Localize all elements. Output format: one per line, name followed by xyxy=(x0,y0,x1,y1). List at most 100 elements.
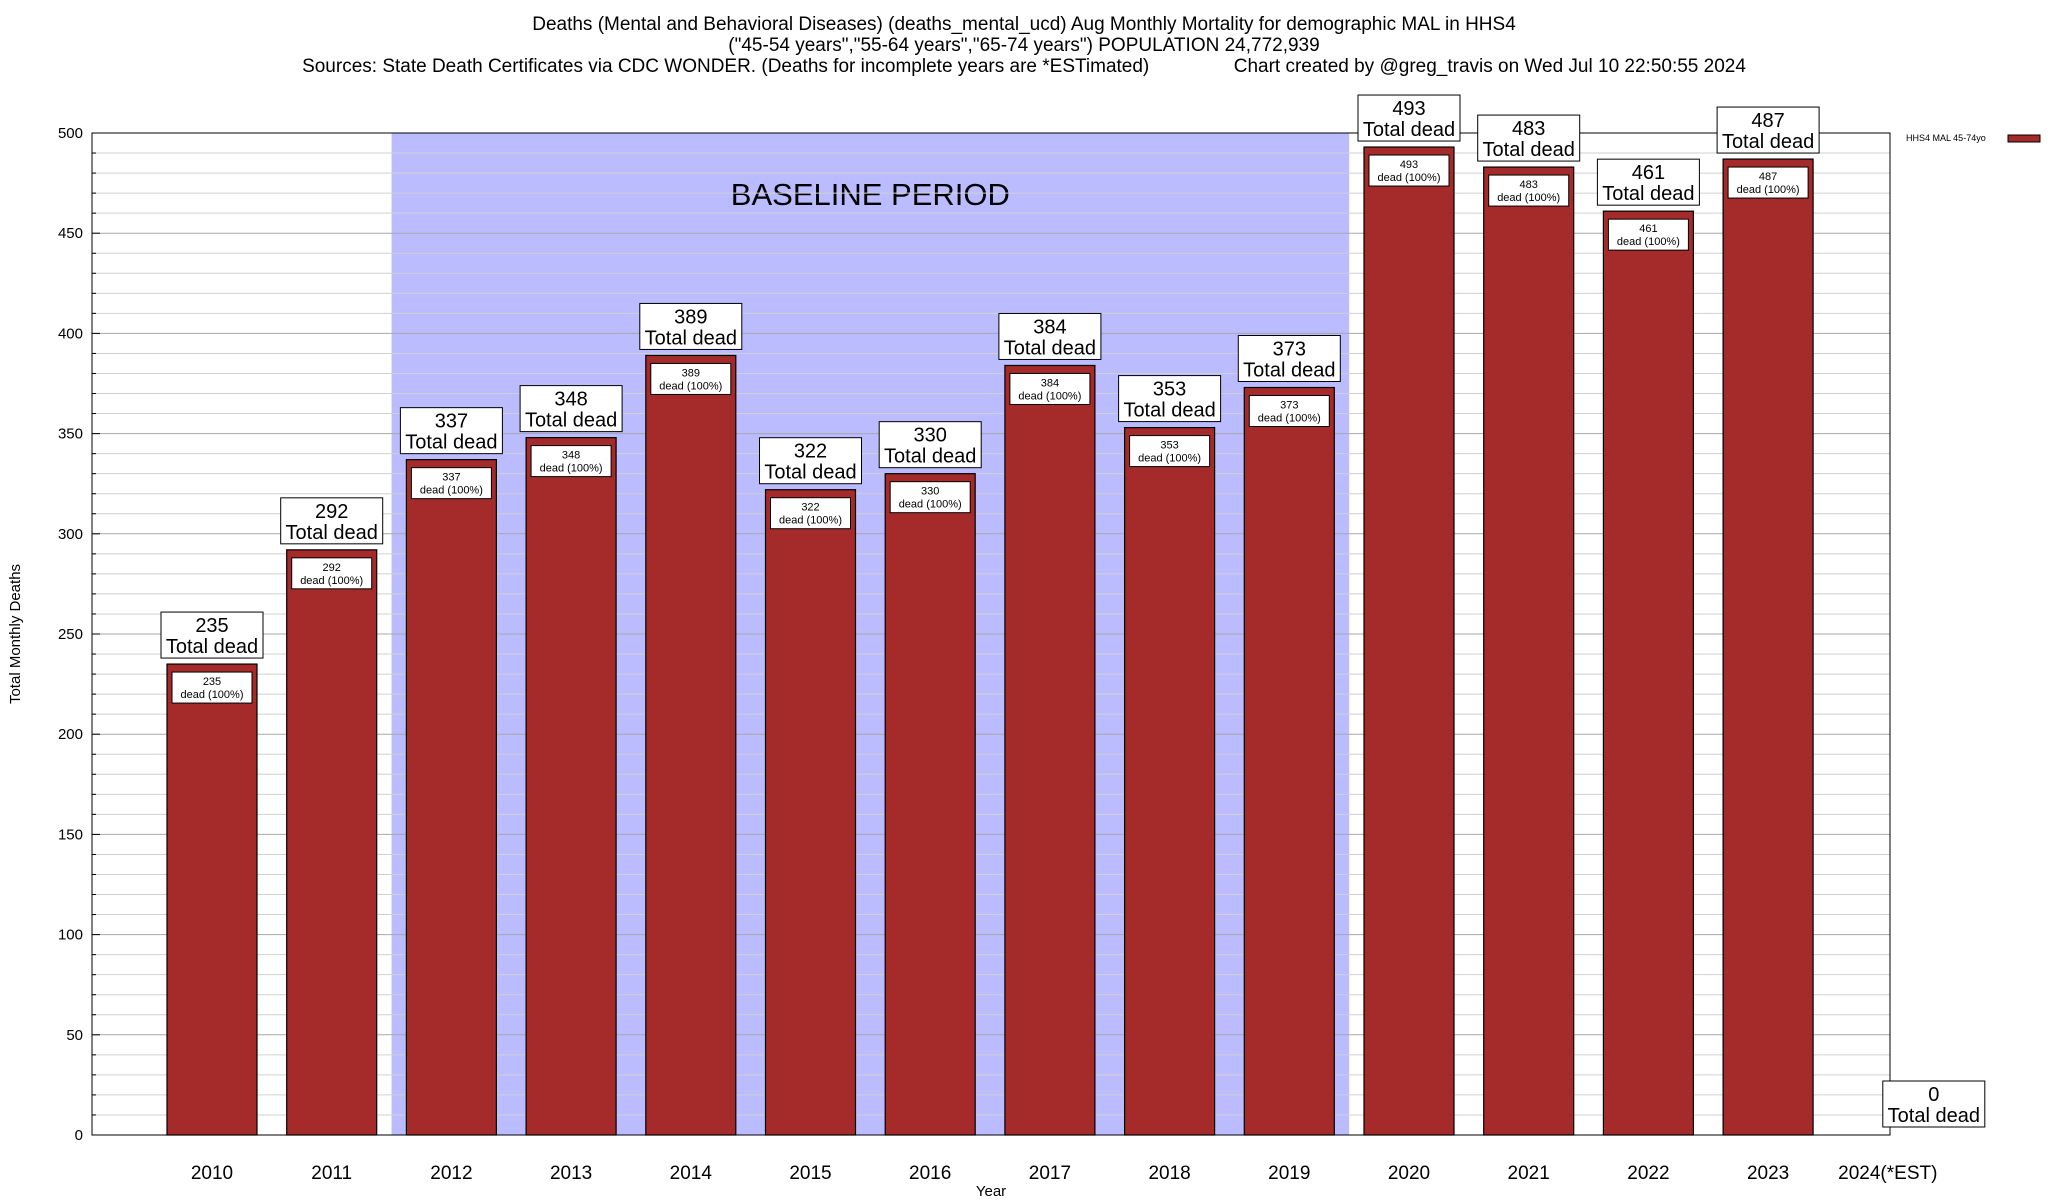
x-tick-label: 2018 xyxy=(1148,1163,1190,1184)
total-label-value: 389 xyxy=(674,306,707,328)
total-label-suffix: Total dead xyxy=(1722,131,1814,153)
inner-label-box xyxy=(1727,166,1809,199)
inner-label-value: 322 xyxy=(801,502,819,514)
total-label-box xyxy=(878,421,982,469)
x-tick-label: 2020 xyxy=(1388,1163,1430,1184)
total-label-box xyxy=(759,437,862,485)
x-tick-label: 2015 xyxy=(789,1163,831,1184)
total-label-box xyxy=(639,302,743,350)
inner-label-value: 373 xyxy=(1280,400,1298,412)
chart-title: Deaths (Mental and Behavioral Diseases) … xyxy=(532,14,1516,35)
inner-label-box xyxy=(650,362,732,395)
total-label-suffix: Total dead xyxy=(1123,400,1215,422)
y-tick-label: 200 xyxy=(58,726,83,743)
inner-label-box xyxy=(1248,395,1330,428)
total-label-value: 235 xyxy=(195,615,228,637)
total-label-suffix: Total dead xyxy=(764,462,856,484)
total-label-value: 348 xyxy=(554,389,587,411)
total-label-value: 384 xyxy=(1033,316,1066,338)
inner-label-value: 384 xyxy=(1041,377,1059,389)
legend-swatch xyxy=(2007,134,2041,143)
inner-label-suffix: dead (100%) xyxy=(1018,390,1081,402)
inner-label-value: 235 xyxy=(203,676,221,688)
inner-label-value: 487 xyxy=(1759,171,1777,183)
x-tick-label: 2014 xyxy=(670,1163,713,1184)
total-label-value: 292 xyxy=(315,501,348,523)
x-tick-label: 2017 xyxy=(1029,1163,1071,1184)
baseline-period-label: BASELINE PERIOD xyxy=(731,177,1010,212)
y-tick-label: 100 xyxy=(58,927,83,944)
inner-label-value: 493 xyxy=(1400,159,1418,171)
inner-label-box xyxy=(1607,218,1689,251)
legend: HHS4 MAL 45-74yo xyxy=(1906,133,2041,143)
x-tick-label: 2016 xyxy=(909,1163,951,1184)
bar xyxy=(286,549,378,1136)
inner-label-box xyxy=(530,445,612,478)
x-tick-label: 2022 xyxy=(1627,1163,1669,1184)
total-label-value: 330 xyxy=(914,425,947,447)
inner-label-suffix: dead (100%) xyxy=(540,463,603,475)
inner-label-value: 337 xyxy=(442,472,460,484)
total-label-suffix: Total dead xyxy=(1483,139,1575,161)
total-label-suffix: Total dead xyxy=(166,636,258,658)
total-label-suffix: Total dead xyxy=(1243,360,1335,382)
inner-label-value: 389 xyxy=(682,367,700,379)
total-label-box xyxy=(1357,94,1461,142)
total-label-value: 493 xyxy=(1392,98,1425,120)
inner-label-box xyxy=(889,481,971,514)
bar xyxy=(1722,158,1814,1136)
x-tick-label: 2012 xyxy=(430,1163,472,1184)
inner-label-suffix: dead (100%) xyxy=(1497,192,1560,204)
bar xyxy=(1123,426,1216,1136)
total-label-suffix: Total dead xyxy=(1602,183,1694,205)
total-label-value: 487 xyxy=(1751,110,1784,132)
inner-label-box xyxy=(1129,435,1211,468)
y-tick-label: 450 xyxy=(58,225,83,242)
inner-label-suffix: dead (100%) xyxy=(181,689,244,701)
bar xyxy=(405,459,497,1136)
x-tick-label: 2024(*EST) xyxy=(1838,1163,1937,1184)
inner-label-box xyxy=(291,557,373,590)
inner-label-box xyxy=(770,497,851,530)
total-label-value: 353 xyxy=(1153,379,1186,401)
inner-label-value: 461 xyxy=(1639,223,1657,235)
inner-label-box xyxy=(410,467,492,500)
inner-label-suffix: dead (100%) xyxy=(1258,413,1321,425)
inner-label-value: 483 xyxy=(1520,179,1538,191)
bar xyxy=(1363,146,1455,1136)
inner-label-value: 353 xyxy=(1160,440,1178,452)
chart-subtitle: ("45-54 years","55-64 years","65-74 year… xyxy=(728,35,1320,56)
total-label-box xyxy=(1596,158,1700,206)
total-label-box xyxy=(1477,114,1581,162)
inner-label-box xyxy=(1368,154,1450,187)
total-label-value: 461 xyxy=(1632,162,1665,184)
x-tick-label: 2019 xyxy=(1268,1163,1310,1184)
total-label-suffix: Total dead xyxy=(645,327,737,349)
total-label-box xyxy=(1118,375,1222,423)
total-label-suffix: Total dead xyxy=(884,446,976,468)
bar xyxy=(884,473,976,1136)
y-tick-label: 150 xyxy=(58,826,83,843)
total-label-value: 373 xyxy=(1273,339,1306,361)
y-tick-label: 50 xyxy=(66,1027,83,1044)
x-tick-label: 2021 xyxy=(1508,1163,1550,1184)
bar xyxy=(645,354,737,1136)
total-label-suffix: Total dead xyxy=(405,432,497,454)
total-label-box xyxy=(160,611,264,659)
total-label-box xyxy=(519,385,623,433)
inner-label-suffix: dead (100%) xyxy=(1737,184,1800,196)
